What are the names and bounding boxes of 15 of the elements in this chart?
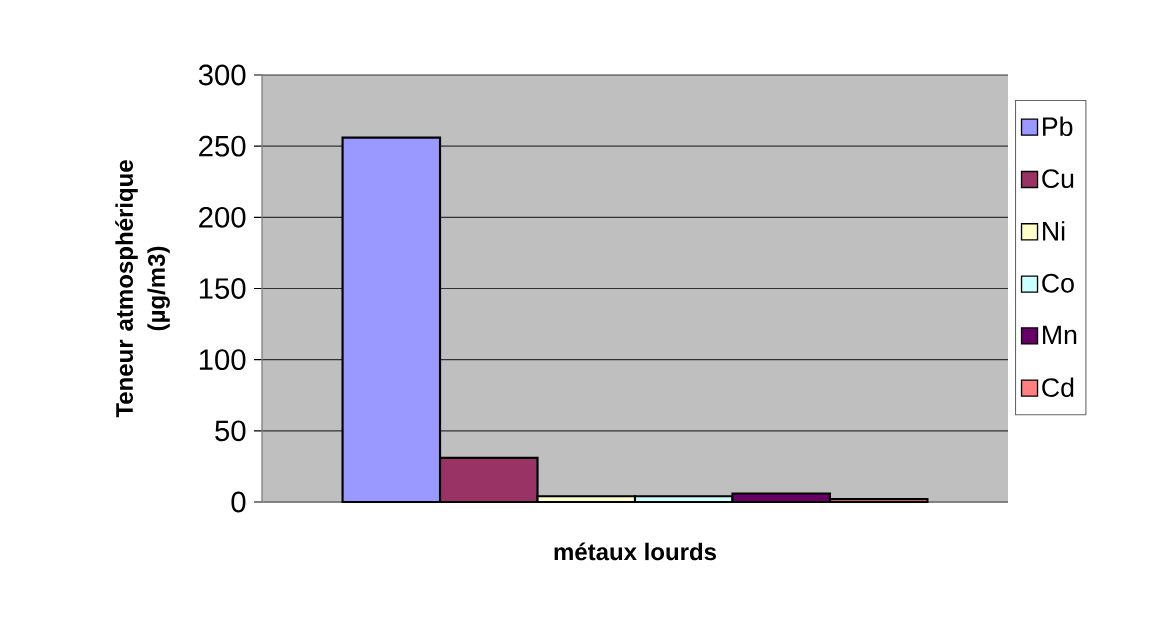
y-tick-label: 200 (199, 206, 246, 228)
y-axis-title: Teneur atmosphérique (µg/m3) (115, 160, 170, 418)
x-axis-title: métaux lourds (554, 542, 717, 561)
y-tick-label: 0 (231, 491, 246, 513)
legend-label: Co (1042, 273, 1074, 293)
y-tick-label: 300 (198, 64, 246, 86)
y-tick-label: 50 (215, 420, 246, 442)
y-tick-label: 150 (199, 278, 246, 299)
legend-label: Cd (1042, 377, 1074, 397)
legend-label: Cu (1042, 169, 1074, 189)
y-tick-label: 100 (199, 349, 246, 371)
legend-label: Mn (1043, 325, 1077, 345)
legend-label: Ni (1043, 221, 1065, 241)
legend-label: Pb (1043, 116, 1073, 137)
y-tick-label: 250 (199, 135, 246, 157)
